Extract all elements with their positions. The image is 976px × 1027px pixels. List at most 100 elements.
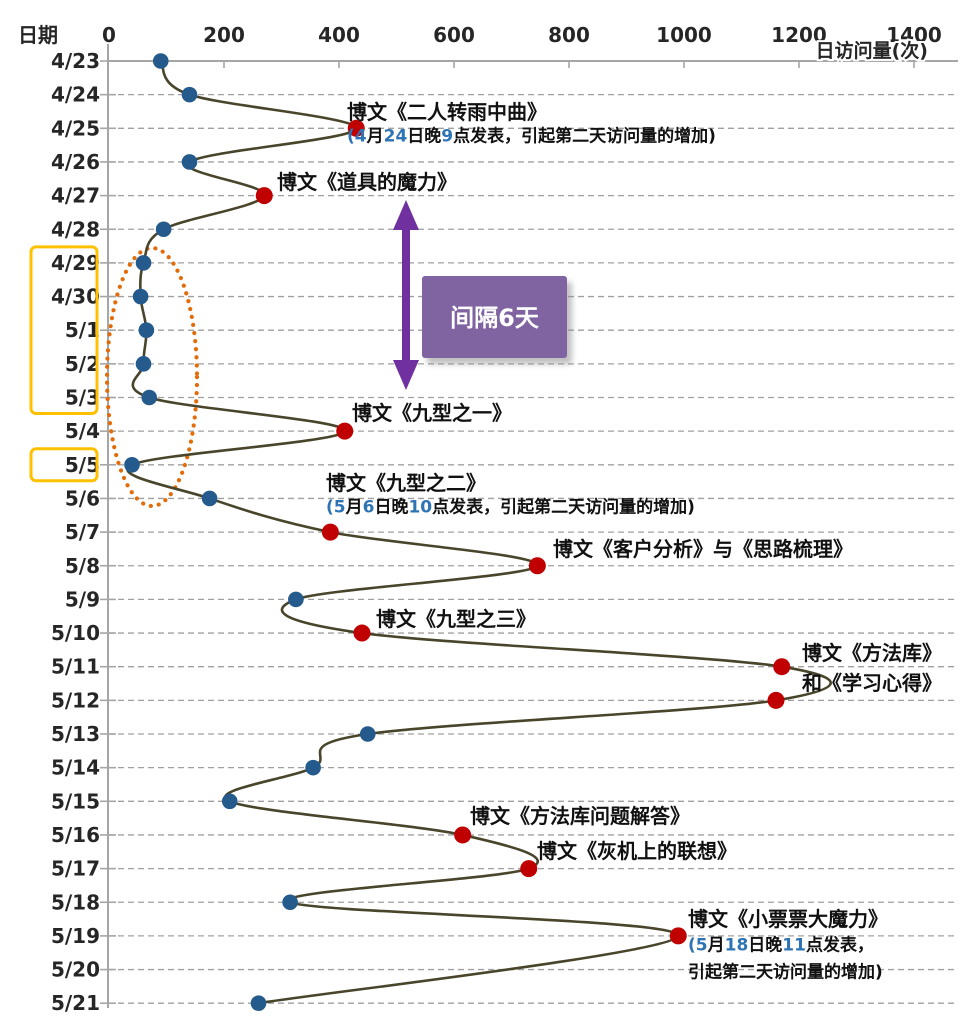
data-marker xyxy=(282,894,298,911)
annotation-run: 博文《九型之三》 xyxy=(376,607,536,631)
value-tick-label: 800 xyxy=(548,23,590,47)
date-label: 5/10 xyxy=(51,621,100,645)
data-markers-layer xyxy=(124,53,791,1011)
interval-callout-layer: 间隔6天 xyxy=(393,200,572,390)
annotation-run: 日晚 xyxy=(748,934,782,955)
data-marker xyxy=(138,322,155,339)
data-marker xyxy=(135,356,152,372)
annotation-text: 博文《灰机上的联想》 xyxy=(537,839,737,863)
annotation-text: 博文《方法库》 xyxy=(802,641,942,665)
date-label: 4/28 xyxy=(51,217,100,241)
data-marker xyxy=(155,221,172,238)
date-label: 5/6 xyxy=(65,486,100,510)
value-tick-label: 1400 xyxy=(886,23,942,47)
annotation-number: (4 xyxy=(347,126,367,146)
date-label: 5/12 xyxy=(51,688,100,712)
annotation-run: 点发表， xyxy=(806,934,874,955)
value-tick-label: 600 xyxy=(433,23,475,47)
annotation-run: 点发表，引起第二天访问量的增加) xyxy=(432,496,695,517)
blogpost-data-marker xyxy=(773,658,791,676)
date-label: 5/9 xyxy=(65,587,100,611)
date-label: 5/5 xyxy=(65,453,100,477)
annotation-text: (5月6日晚10点发表，引起第二天访问量的增加) xyxy=(326,496,695,517)
date-label: 5/20 xyxy=(51,958,100,982)
annotation-number: 9 xyxy=(441,126,453,146)
annotation-text: 博文《客户分析》与《思路梳理》 xyxy=(553,537,853,561)
annotation-run: 日晚 xyxy=(407,125,441,146)
blogpost-data-marker xyxy=(347,119,365,137)
date-label: 5/3 xyxy=(65,386,100,410)
data-marker xyxy=(359,726,376,742)
data-marker xyxy=(152,53,169,69)
interval-arrow-head-up xyxy=(393,200,419,230)
annotation-run: 月 xyxy=(366,126,384,146)
date-label: 5/17 xyxy=(51,857,100,881)
date-label: 4/26 xyxy=(51,150,100,174)
annotation-run: 日晚 xyxy=(374,496,408,517)
annotation-number: 24 xyxy=(384,126,408,146)
data-marker xyxy=(181,86,198,103)
date-label: 5/18 xyxy=(51,890,100,914)
blogpost-data-marker xyxy=(321,523,339,541)
blogpost-data-marker xyxy=(528,557,546,575)
date-label: 4/25 xyxy=(51,116,100,140)
data-marker xyxy=(201,490,218,507)
blogpost-data-marker xyxy=(520,860,538,878)
annotation-number: (5 xyxy=(326,497,346,517)
annotation-run: 博文《灰机上的联想》 xyxy=(537,839,737,863)
date-label: 5/7 xyxy=(65,520,100,544)
date-label: 5/2 xyxy=(65,352,100,376)
value-tick-label: 1000 xyxy=(656,23,712,47)
date-highlight-box xyxy=(29,447,99,483)
date-label: 5/11 xyxy=(51,655,100,679)
blogpost-data-marker xyxy=(767,691,785,709)
axes-and-ticks: 4/23 4/24 4/25 4/26 4/27 4/28 4/29 4/30 5/1 5/2 5/… xyxy=(51,23,942,1015)
data-marker xyxy=(141,389,158,406)
date-highlight-box xyxy=(29,245,99,415)
cluster-ellipse-layer xyxy=(104,245,200,509)
annotation-run: 博文《客户分析》与《思路梳理》 xyxy=(553,537,853,561)
blogpost-data-marker xyxy=(454,826,472,844)
value-tick-label: 400 xyxy=(318,23,360,47)
annotation-text: (4月24日晚9点发表，引起第二天访问量的增加) xyxy=(347,125,716,146)
annotation-text: 博文《小票票大魔力》 xyxy=(688,907,888,931)
value-tick-label: 0 xyxy=(102,23,116,47)
annotation-run: 月 xyxy=(345,497,363,517)
annotation-number: 18 xyxy=(725,935,749,955)
annotation-run: 博文《方法库问题解答》 xyxy=(470,804,690,828)
annotation-run: 博文《九型之二》 xyxy=(326,471,486,495)
blogpost-data-marker xyxy=(255,187,273,205)
date-label: 5/16 xyxy=(51,823,100,847)
annotation-text: 引起第二天访问量的增加) xyxy=(688,961,883,982)
interval-label-box xyxy=(422,276,567,358)
annotation-text: 和《学习心得》 xyxy=(802,671,942,695)
annotation-number: (5 xyxy=(688,935,708,955)
cluster-ellipse xyxy=(104,245,200,509)
annotation-run: 和《学习心得》 xyxy=(802,671,942,695)
annotation-text: 博文《道具的魔力》 xyxy=(277,170,457,194)
data-marker xyxy=(124,457,140,473)
gridlines xyxy=(108,60,958,1004)
annotation-run: 月 xyxy=(707,935,725,955)
date-label: 5/8 xyxy=(65,554,100,578)
data-marker xyxy=(250,995,267,1011)
annotation-run: 博文《道具的魔力》 xyxy=(277,170,457,194)
date-label: 5/4 xyxy=(65,419,100,443)
blogpost-data-marker xyxy=(669,927,687,945)
date-highlight-layer xyxy=(29,245,99,483)
date-label: 4/23 xyxy=(51,49,100,73)
annotations-layer: 博文《二人转雨中曲》(4月24日晚9点发表，引起第二天访问量的增加)博文《道具的… xyxy=(277,100,942,982)
date-label: 5/14 xyxy=(51,756,100,780)
date-label: 5/15 xyxy=(51,789,100,813)
annotation-text: 博文《二人转雨中曲》 xyxy=(347,100,547,124)
value-tick-label: 200 xyxy=(203,23,245,47)
annotation-number: 10 xyxy=(408,497,432,517)
data-marker xyxy=(132,288,149,305)
date-label: 4/27 xyxy=(51,184,100,208)
blogpost-data-marker xyxy=(336,422,354,440)
data-marker xyxy=(288,591,304,608)
data-marker xyxy=(221,793,238,810)
date-label: 4/30 xyxy=(51,285,100,309)
